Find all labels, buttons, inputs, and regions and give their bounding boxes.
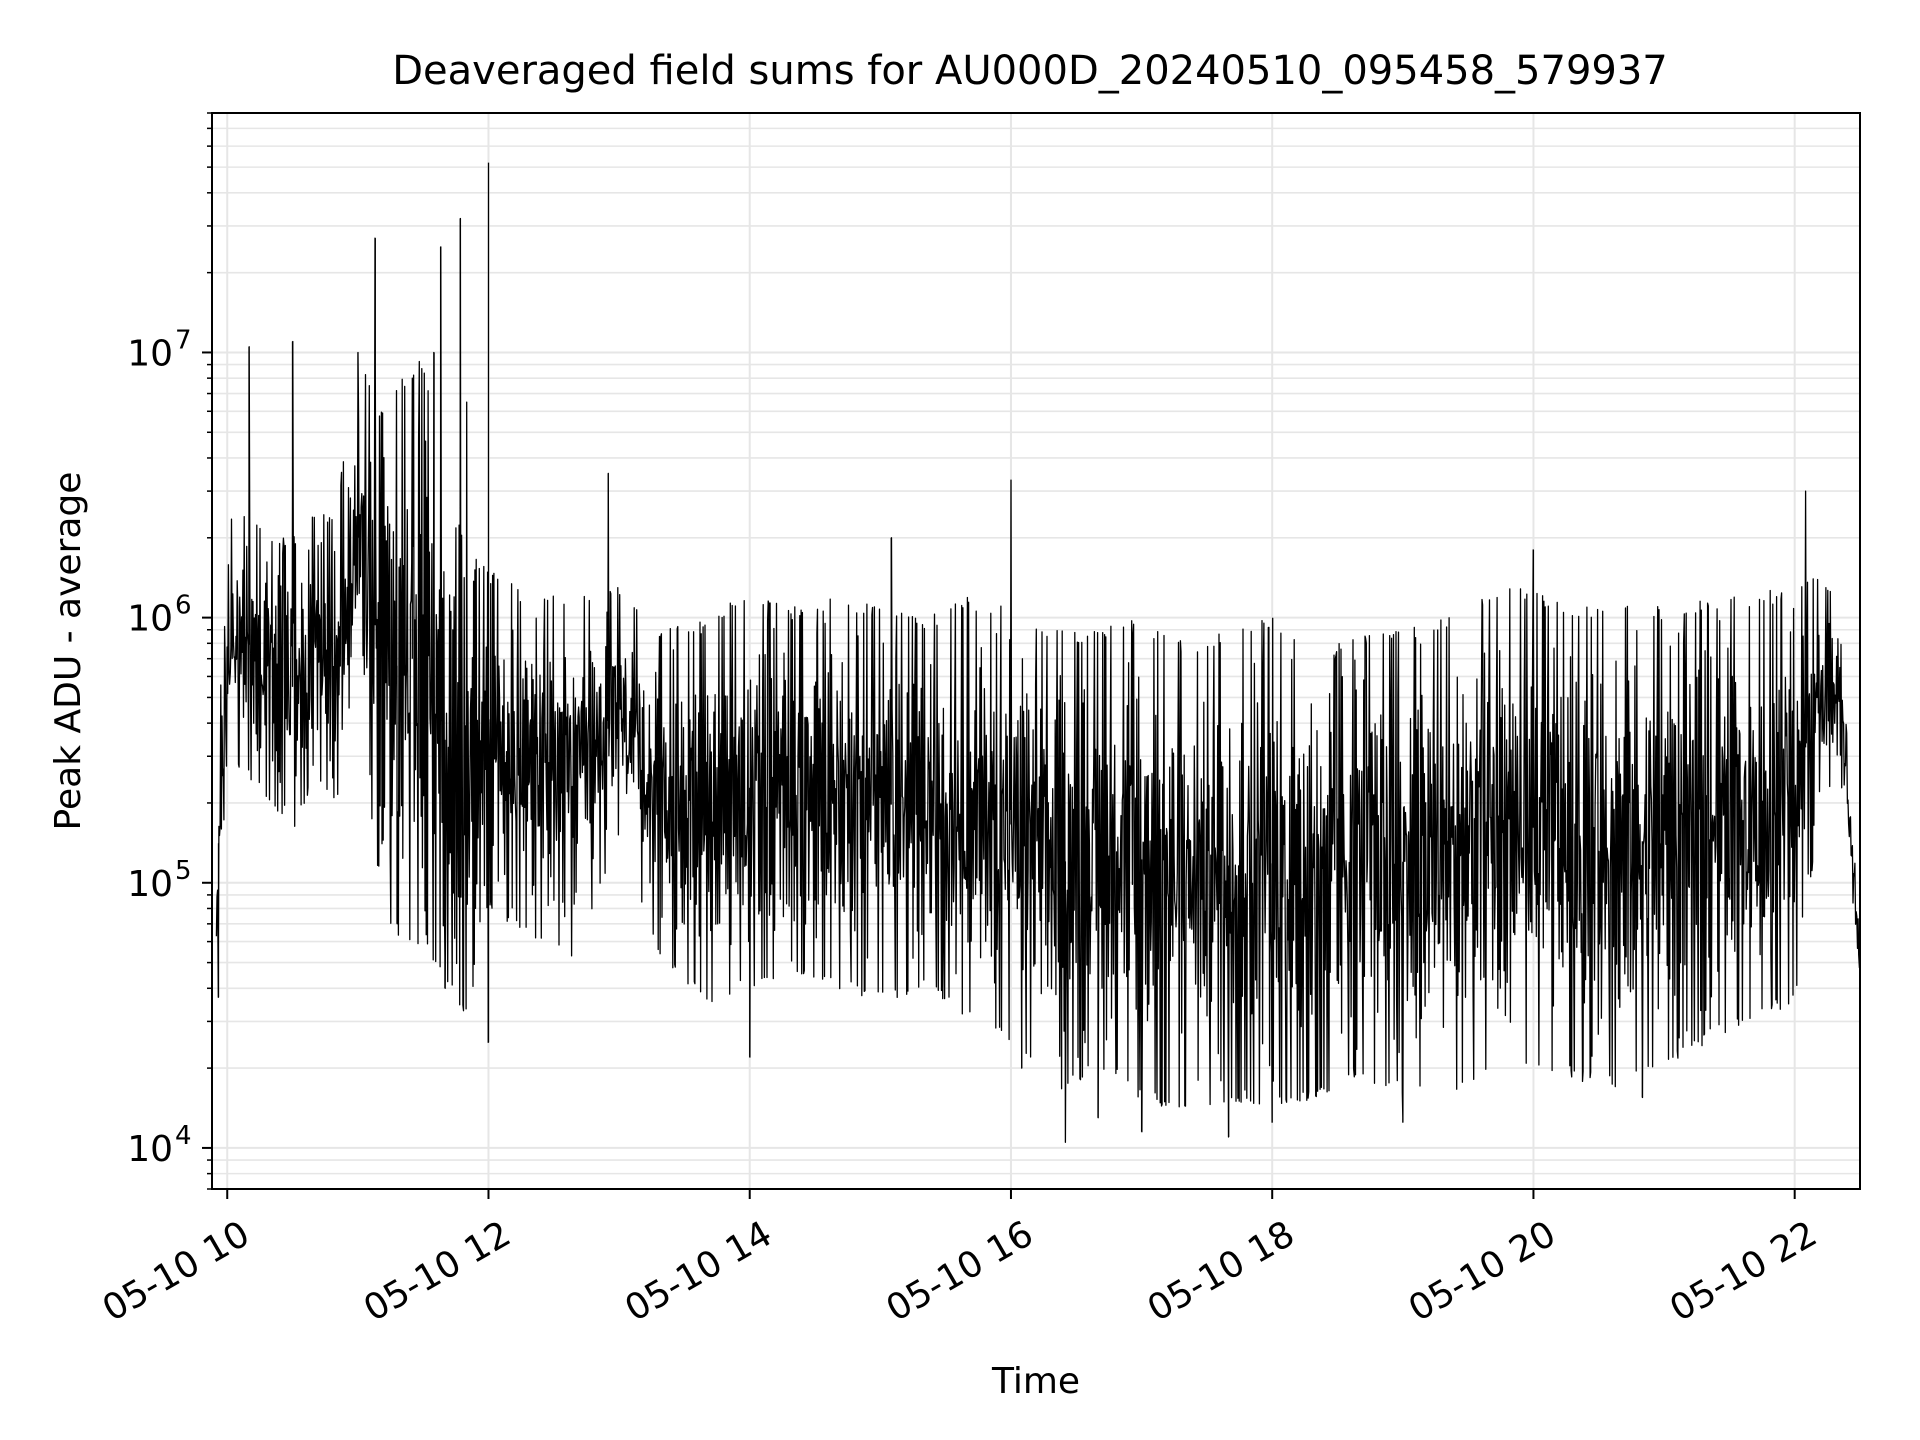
y-axis-label: Peak ADU - average: [48, 472, 89, 831]
y-tick-exponent: 6: [175, 591, 192, 621]
series-line: [215, 162, 1861, 1143]
y-tick-exponent: 7: [175, 325, 192, 355]
y-tick-label: 10 5: [127, 856, 191, 905]
plot-frame: [211, 112, 1861, 1190]
series-line-layer: [215, 162, 1861, 1143]
y-tick-label: 10 7: [127, 325, 191, 374]
y-tick-label: 10 6: [127, 591, 191, 640]
y-tick-base: 10: [127, 333, 173, 374]
y-tick-base: 10: [127, 599, 173, 640]
x-axis-label: Time: [991, 1361, 1080, 1402]
y-tick-exponent: 5: [175, 856, 192, 886]
y-tick-base: 10: [127, 864, 173, 905]
y-tick-exponent: 4: [175, 1121, 192, 1151]
y-tick-base: 10: [127, 1129, 173, 1170]
y-tick-label: 10 4: [127, 1121, 191, 1170]
chart-title: Deaveraged field sums for AU000D_2024051…: [392, 48, 1668, 94]
